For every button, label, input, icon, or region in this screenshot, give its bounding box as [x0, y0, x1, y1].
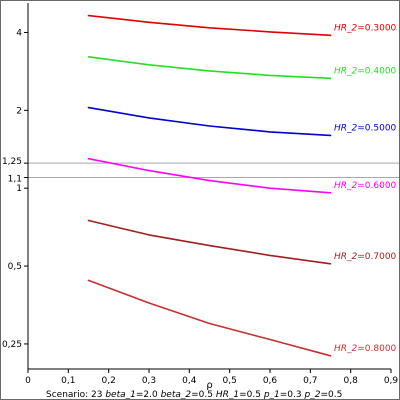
x-tick-label: 0: [25, 376, 31, 386]
series-label-value: =0.5000: [357, 123, 396, 133]
x-tick-label: 0,9: [384, 376, 399, 386]
y-tick-label: 0,25: [2, 340, 22, 350]
series-label-name: HR_2: [334, 66, 358, 76]
series-line: [87, 279, 332, 357]
series-label-name: HR_2: [334, 252, 358, 262]
x-tick-label: 0,1: [61, 376, 75, 386]
series-line: [87, 55, 332, 80]
series-label-value: =0.4000: [357, 66, 396, 76]
y-tick-label: 1,25: [2, 157, 22, 167]
series-label: HR_2=0.6000: [334, 181, 397, 191]
scenario-value: 23: [91, 390, 102, 399]
series-label-name: HR_2: [334, 181, 358, 191]
y-tick-label: 1: [16, 184, 22, 194]
x-tick-label: 0,4: [182, 376, 197, 386]
series-line: [87, 106, 332, 137]
param-name: p_2: [302, 390, 321, 399]
scenario-label: Scenario:: [46, 390, 91, 399]
series-labels: HR_2=0.3000HR_2=0.4000HR_2=0.5000HR_2=0.…: [334, 23, 397, 353]
series-line: [87, 219, 332, 265]
x-axis-title: ρ: [206, 380, 212, 391]
x-tick-label: 0,7: [303, 376, 317, 386]
x-tick-label: 0,3: [142, 376, 156, 386]
x-tick-label: 0,8: [344, 376, 359, 386]
y-tick-label: 2: [16, 106, 22, 116]
series-label: HR_2=0.8000: [334, 344, 397, 354]
param-name: beta_2: [158, 390, 192, 399]
param-name: HR_1: [213, 390, 239, 399]
param-value: =0.3: [280, 390, 302, 399]
series-label-name: HR_2: [334, 23, 358, 33]
series-label-name: HR_2: [334, 123, 358, 133]
series-label-value: =0.7000: [357, 252, 396, 262]
series-label: HR_2=0.7000: [334, 252, 397, 262]
param-name: beta_1: [102, 390, 135, 399]
y-tick-label: 4: [16, 28, 22, 38]
series-label-value: =0.3000: [357, 23, 396, 33]
series-label: HR_2=0.4000: [334, 66, 397, 76]
series-label-value: =0.8000: [357, 344, 396, 354]
x-tick-label: 0,2: [102, 376, 116, 386]
param-value: =0.5: [239, 390, 261, 399]
y-tick-label: 1,1: [8, 174, 22, 184]
reference-lines: [28, 162, 399, 178]
param-name: p_1: [261, 390, 280, 399]
x-tick-label: 0,6: [263, 376, 278, 386]
series-line: [87, 14, 332, 37]
axes: 0 0,1 0,2 0,3 0,4 0,5 0,6 0,7 0,8 0,9 0,25 0,5 11,1 1…: [2, 3, 398, 391]
series-lines: [87, 14, 332, 357]
series-line: [87, 157, 332, 194]
param-value: =2.0: [136, 390, 158, 399]
scenario-caption: Scenario: 23 beta_1=2.0 beta_2=0.5 HR_1=…: [46, 390, 342, 399]
param-value: =0.5: [191, 390, 213, 399]
series-label: HR_2=0.3000: [334, 23, 397, 33]
param-value: =0.5: [320, 390, 342, 399]
series-label-value: =0.6000: [357, 181, 396, 191]
series-label: HR_2=0.5000: [334, 123, 397, 133]
x-tick-label: 0,5: [223, 376, 237, 386]
series-label-name: HR_2: [334, 344, 358, 354]
scenario-caption-text: Scenario: 23 beta_1=2.0 beta_2=0.5 HR_1=…: [46, 390, 342, 399]
y-tick-label: 0,5: [8, 262, 22, 272]
